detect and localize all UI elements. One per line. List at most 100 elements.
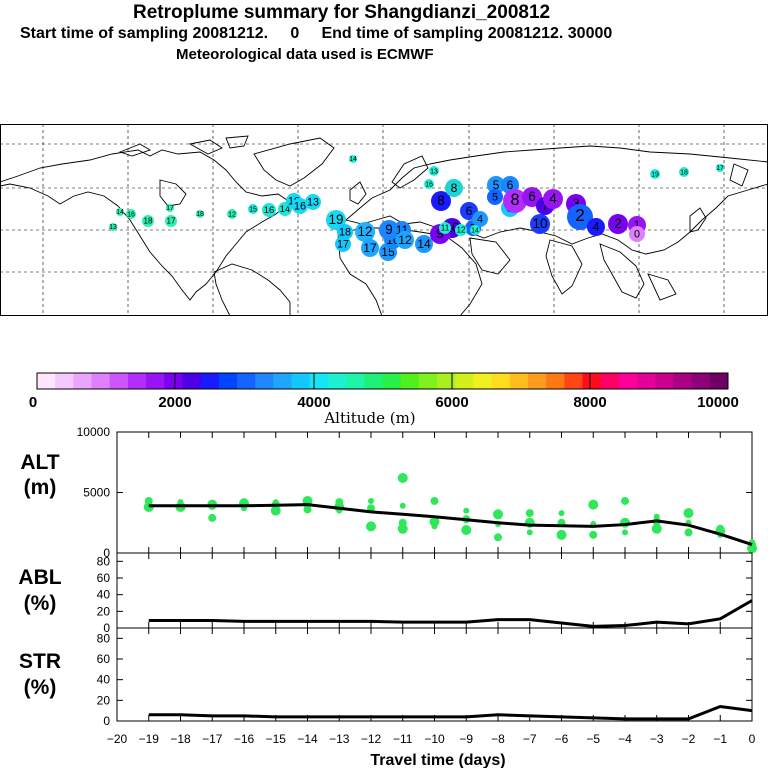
str-panel: STR (%) 0 20 40 60 80 [19,627,753,728]
coast-north-america [0,149,291,301]
trajectory-marker: 4 [587,218,605,236]
trajectory-marker-label: 14 [471,227,479,234]
trajectory-marker-dot [142,215,154,227]
trajectory-marker-label: 15 [249,206,257,213]
trajectory-marker-label: 4 [549,191,557,206]
trajectory-marker-dot [608,214,628,234]
alt-cluster-point [429,516,440,527]
trajectory-marker-dot [326,210,346,230]
trajectory-marker-dot [431,191,451,211]
colorbar-cell [346,373,365,389]
panel-frame [116,431,753,554]
y-tick-label: 5000 [83,486,110,500]
trajectory-marker-dot [650,169,660,179]
trajectory-marker-dot [455,224,467,236]
trajectory-marker-label: 12 [228,211,236,218]
alt-cluster-point [684,528,693,537]
trajectory-marker-label: 19 [651,171,659,178]
met-data-line: Meteorological data used is ECMWF [176,46,434,63]
x-tick-label: −19 [139,732,160,746]
x-tick-label: −6 [555,732,569,746]
trajectory-marker-dot [429,166,439,176]
colorbar-cell [309,373,329,389]
colorbar-cell [164,373,183,389]
colorbar-tick-label: 0 [29,394,37,411]
alt-cluster-point [366,521,376,532]
coast-se-asia [599,243,677,301]
trajectory-marker-label: 9 [385,222,393,237]
trajectory-marker: 12 [455,224,467,236]
trajectory-marker-label: 2 [614,216,622,231]
coast-scandinavia [391,155,429,189]
alt-cluster-point [526,529,533,536]
colorbar-cell [691,373,711,389]
colorbar-cell [55,373,74,389]
y-tick-label: 60 [97,652,111,666]
x-tick-label: −8 [491,732,505,746]
trajectory-marker: 16 [262,203,276,217]
coast-arctic-islands [118,135,249,157]
trajectory-marker-label: 16 [264,205,275,216]
colorbar-cell [655,373,674,389]
alt-cluster-point [397,523,408,534]
x-axis-label: Travel time (days) [370,752,505,768]
alt-cluster-point [621,496,629,505]
colorbar-cell [437,373,456,389]
alt-cluster-point [651,523,662,534]
coast-japan [689,207,707,233]
x-tick-label: −10 [424,732,445,746]
trajectory-marker-dot [487,189,503,205]
colorbar-cell [73,373,92,389]
trajectory-marker: 18 [196,210,204,218]
trajectory-marker: 5 [487,189,503,205]
x-tick-label: −4 [618,732,632,746]
trajectory-marker-dot [355,222,375,242]
colorbar-cell [146,373,165,389]
trajectory-marker: 13 [305,194,321,210]
y-tick-label: 80 [97,631,111,645]
trajectory-marker-dot [424,179,434,189]
x-tick-label: −14 [297,732,318,746]
colorbar-cells [37,373,729,389]
colorbar-tick-label: 4000 [297,394,330,411]
colorbar-cell [364,373,383,389]
trajectory-marker: 2 [608,214,628,234]
trajectory-marker-label: 8 [437,193,445,208]
trajectory-marker-label: 12 [357,224,372,239]
trajectory-marker: 17 [166,204,174,212]
trajectory-marker-label: 12 [456,226,466,235]
alt-cluster-point [399,502,406,509]
trajectory-marker-label: 10 [532,216,547,231]
alt-cluster-point [397,472,408,483]
coast-south-america [213,263,291,316]
trajectory-marker-label: 8 [451,181,458,195]
trajectory-marker: 12 [355,222,375,242]
colorbar-cell [546,373,565,389]
trajectory-marker-label: 3 [572,196,580,211]
trajectory-marker: 18 [142,215,154,227]
abl-line [148,599,753,628]
colorbar-cell [600,373,620,389]
x-tick-label: −12 [361,732,382,746]
colorbar-cell [218,373,238,389]
trajectory-marker-dot [530,214,550,234]
alt-cluster-point [556,529,567,540]
alt-cluster-point [622,529,628,536]
y-tick-label: 0 [103,621,110,635]
trajectory-marker-dot [116,208,124,216]
trajectory-marker: 8 [503,189,527,213]
trajectory-marker-label: 7 [542,199,549,213]
colorbar-cell [637,373,656,389]
trajectory-marker-dot [472,211,488,227]
trajectory-marker-dot [109,223,117,231]
trajectory-marker: 18 [679,167,689,177]
panel-frame [116,552,753,629]
trajectory-marker: 15 [248,204,258,214]
y-tick-label: 0 [103,714,110,728]
chart-title: Retroplume summary for Shangdianzi_20081… [133,2,551,23]
trajectory-markers: 1316181714181712151614101613191718121715… [109,155,724,261]
trajectory-marker-label: 18 [680,169,688,176]
colorbar-cell [418,373,438,389]
y-tick-label: 60 [97,571,111,585]
trajectory-marker: 17 [335,236,351,252]
